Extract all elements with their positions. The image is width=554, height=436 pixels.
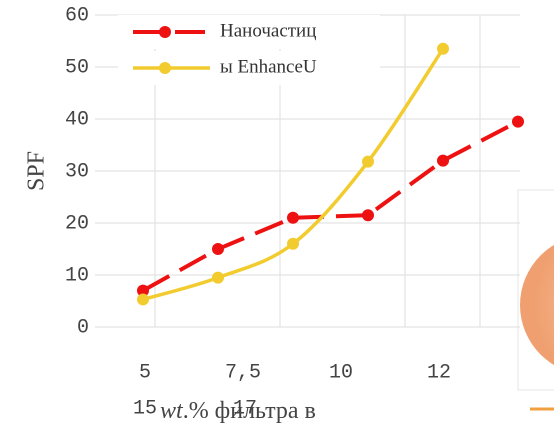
- legend-label: ы EnhanceU: [220, 56, 317, 77]
- data-point: [437, 42, 449, 55]
- data-point: [362, 155, 374, 168]
- x-tick-label: 10: [329, 361, 353, 384]
- y-axis-label: SPF: [24, 151, 50, 191]
- x-axis-label-italic: wt: [160, 398, 184, 424]
- series-line: [142, 47, 445, 302]
- x-tick-label: 17: [233, 397, 257, 420]
- legend-marker: [159, 62, 171, 74]
- y-tick-label: 40: [65, 108, 89, 131]
- x-axis-label: wt.% фильтра в: [160, 398, 316, 424]
- y-tick-label: 50: [65, 56, 89, 79]
- series-line: [142, 119, 519, 293]
- x-tick-label: 12: [427, 361, 451, 384]
- data-point: [287, 211, 299, 224]
- y-tick-label: 60: [65, 4, 89, 27]
- x-tick-label: 5: [139, 361, 151, 384]
- x-tick-label: 7,5: [225, 361, 261, 384]
- y-tick-label: 20: [65, 212, 89, 235]
- legend-marker: [159, 26, 171, 38]
- data-point: [137, 284, 149, 297]
- data-point: [512, 115, 524, 128]
- data-point: [362, 209, 374, 222]
- x-tick-label: 15: [133, 397, 157, 420]
- data-point: [212, 271, 224, 284]
- y-tick-label: 10: [65, 264, 89, 287]
- data-point: [287, 237, 299, 250]
- y-tick-label: 30: [65, 160, 89, 183]
- legend-label: Наночастиц: [220, 20, 316, 41]
- data-point: [437, 154, 449, 167]
- data-point: [137, 293, 149, 306]
- data-point: [212, 243, 224, 255]
- decoration-circle: [520, 244, 554, 366]
- x-axis-label-rest: .% фильтра в: [183, 398, 316, 424]
- y-tick-label: 0: [77, 316, 89, 339]
